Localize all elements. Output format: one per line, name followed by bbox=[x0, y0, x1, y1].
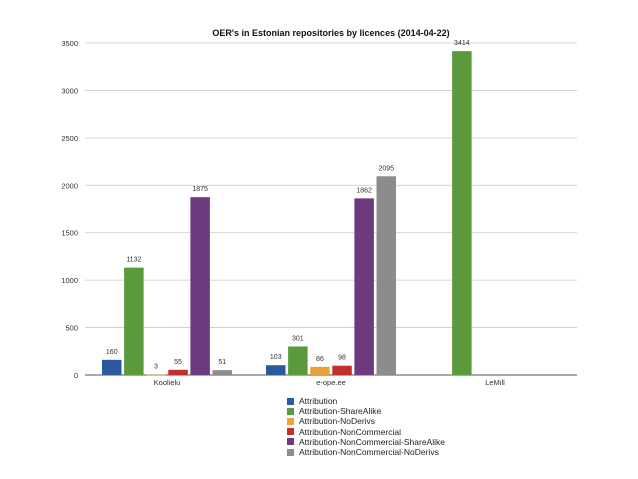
legend-item: Attribution-ShareAlike bbox=[287, 406, 445, 416]
legend-item: Attribution-NonCommercial bbox=[287, 427, 445, 437]
legend-swatch bbox=[287, 417, 294, 425]
y-axis-ticks: 0 500 1000 1500 2000 2500 3000 3500 bbox=[61, 39, 78, 380]
legend-label: Attribution bbox=[299, 396, 338, 407]
y-tick-label: 1000 bbox=[61, 276, 78, 285]
x-tick-label: LeMill bbox=[485, 378, 505, 387]
data-label: 2095 bbox=[378, 165, 394, 172]
x-tick-label: Koolielu bbox=[154, 378, 181, 387]
data-label: 86 bbox=[316, 356, 324, 363]
data-labels: 160 1132 3 55 1875 51 103 301 86 98 1862 2095 3414 bbox=[106, 40, 470, 371]
bar bbox=[190, 197, 210, 375]
y-tick-label: 2500 bbox=[61, 134, 78, 143]
data-label: 301 bbox=[292, 335, 304, 342]
data-label: 1875 bbox=[192, 186, 208, 193]
data-label: 98 bbox=[338, 355, 346, 362]
legend-item: Attribution-NoDerivs bbox=[287, 416, 445, 426]
legend-swatch bbox=[287, 397, 294, 405]
data-label: 3 bbox=[154, 364, 158, 371]
bars bbox=[102, 51, 472, 376]
data-label: 1862 bbox=[356, 187, 372, 194]
bar bbox=[212, 370, 232, 375]
y-tick-label: 3000 bbox=[61, 86, 78, 95]
bar bbox=[332, 365, 352, 375]
y-tick-label: 1500 bbox=[61, 229, 78, 238]
bar bbox=[452, 51, 472, 375]
data-label: 103 bbox=[270, 354, 282, 361]
bar bbox=[310, 366, 330, 375]
data-label: 160 bbox=[106, 349, 118, 356]
legend-label: Attribution-NoDerivs bbox=[299, 416, 376, 427]
data-label: 1132 bbox=[126, 257, 141, 264]
data-label: 51 bbox=[218, 359, 226, 366]
y-tick-label: 3500 bbox=[61, 39, 78, 48]
legend-label: Attribution-NonCommercial-ShareAlike bbox=[299, 436, 445, 447]
data-label: 55 bbox=[174, 359, 182, 366]
x-tick-label: e-ope.ee bbox=[316, 378, 346, 387]
chart-title: OER's in Estonian repositories by licenc… bbox=[212, 28, 449, 38]
legend-item: Attribution bbox=[287, 396, 445, 406]
bar bbox=[124, 267, 144, 375]
y-tick-label: 0 bbox=[74, 371, 78, 380]
legend-swatch bbox=[287, 407, 294, 415]
legend-label: Attribution-NonCommercial bbox=[299, 426, 402, 437]
bar bbox=[376, 176, 396, 375]
bar bbox=[354, 198, 374, 375]
legend-label: Attribution-ShareAlike bbox=[299, 406, 382, 417]
bar bbox=[288, 346, 308, 375]
legend-swatch bbox=[287, 448, 294, 456]
legend-item: Attribution-NonCommercial-ShareAlike bbox=[287, 437, 445, 447]
bar bbox=[168, 369, 188, 375]
bar bbox=[102, 359, 122, 375]
legend-swatch bbox=[287, 428, 294, 436]
y-tick-label: 2000 bbox=[61, 181, 78, 190]
legend-item: Attribution-NonCommercial-NoDerivs bbox=[287, 447, 445, 457]
y-tick-label: 500 bbox=[65, 324, 78, 333]
legend: Attribution Attribution-ShareAlike Attribu… bbox=[287, 396, 445, 457]
data-label: 3414 bbox=[454, 40, 470, 47]
legend-swatch bbox=[287, 438, 294, 446]
legend-label: Attribution-NonCommercial-NoDerivs bbox=[299, 447, 439, 458]
bar bbox=[266, 365, 286, 375]
bar bbox=[146, 374, 166, 376]
x-axis-ticks: Koolielu e-ope.ee LeMill bbox=[154, 378, 505, 387]
gridlines bbox=[85, 42, 577, 376]
